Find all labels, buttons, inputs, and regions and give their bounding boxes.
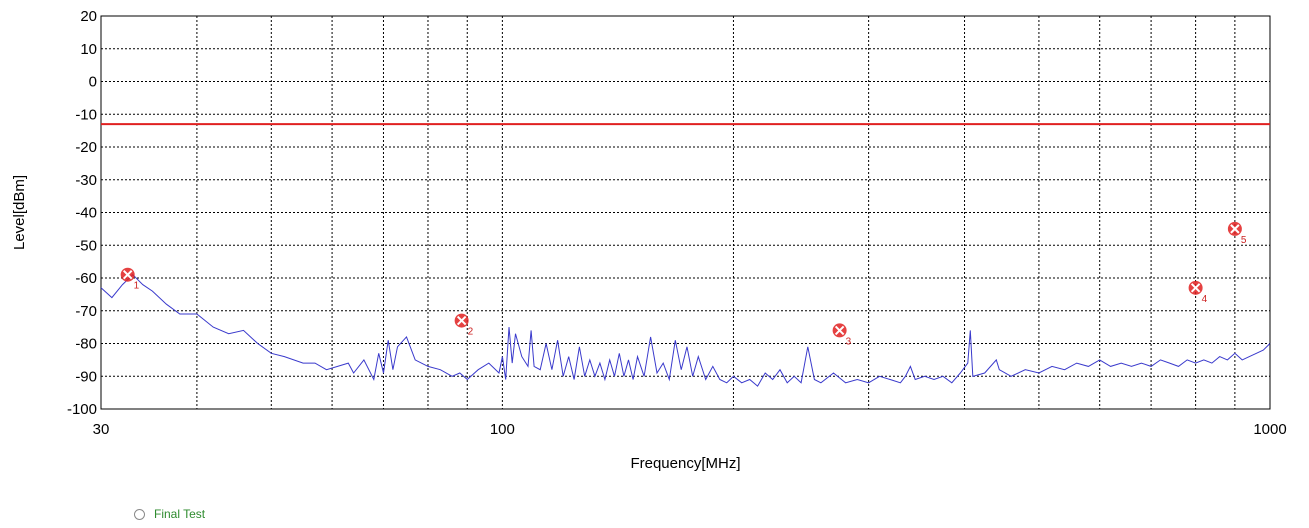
- y-tick-label: 0: [89, 74, 97, 91]
- y-tick-label: -20: [75, 139, 97, 156]
- series-layer: [100, 273, 1271, 387]
- x-tick-label: 1000: [1253, 421, 1286, 438]
- marker-cross-icon: [122, 270, 133, 280]
- peak-marker-2: 2: [454, 313, 474, 338]
- legend-label: Final Test: [154, 507, 206, 521]
- y-tick-label: -100: [67, 401, 97, 418]
- marker-label: 2: [468, 327, 474, 338]
- y-tick-label: 20: [80, 8, 97, 25]
- y-tick-label: -10: [75, 106, 97, 123]
- marker-cross-icon: [834, 325, 845, 336]
- marker-label: 1: [134, 281, 140, 292]
- marker-layer: 1 2 3 4 5: [120, 221, 1247, 347]
- marker-cross-icon: [1190, 283, 1201, 293]
- y-tick-label: -50: [75, 237, 97, 254]
- x-tick-label: 100: [490, 421, 515, 438]
- x-tick-labels: 30 100 1000: [93, 421, 1287, 438]
- marker-cross-icon: [456, 315, 467, 326]
- peak-marker-5: 5: [1227, 221, 1247, 246]
- y-tick-label: -70: [75, 303, 97, 320]
- y-tick-label: -60: [75, 270, 97, 287]
- marker-cross-icon: [1230, 224, 1240, 234]
- y-tick-label: -90: [75, 368, 97, 385]
- peak-marker-4: 4: [1188, 280, 1208, 305]
- y-tick-label: 10: [80, 41, 97, 58]
- peak-marker-1: 1: [120, 267, 140, 292]
- trace-line: [100, 273, 1271, 387]
- legend: Final Test: [134, 507, 205, 521]
- y-tick-label: -80: [75, 336, 97, 353]
- x-tick-label: 30: [93, 421, 110, 438]
- y-tick-label: -40: [75, 205, 97, 222]
- marker-label: 3: [846, 336, 852, 347]
- marker-label: 4: [1202, 294, 1208, 305]
- y-tick-label: -30: [75, 172, 97, 189]
- grid: [101, 16, 1270, 409]
- peak-marker-3: 3: [832, 323, 852, 347]
- legend-circle-icon[interactable]: [134, 508, 145, 520]
- y-axis-title: Level[dBm]: [11, 175, 28, 250]
- marker-label: 5: [1241, 235, 1247, 246]
- y-tick-labels: 20 10 0 -10 -20 -30 -40 -50 -60 -70 -80 -90 -100: [67, 8, 97, 418]
- x-axis-title: Frequency[MHz]: [630, 455, 740, 472]
